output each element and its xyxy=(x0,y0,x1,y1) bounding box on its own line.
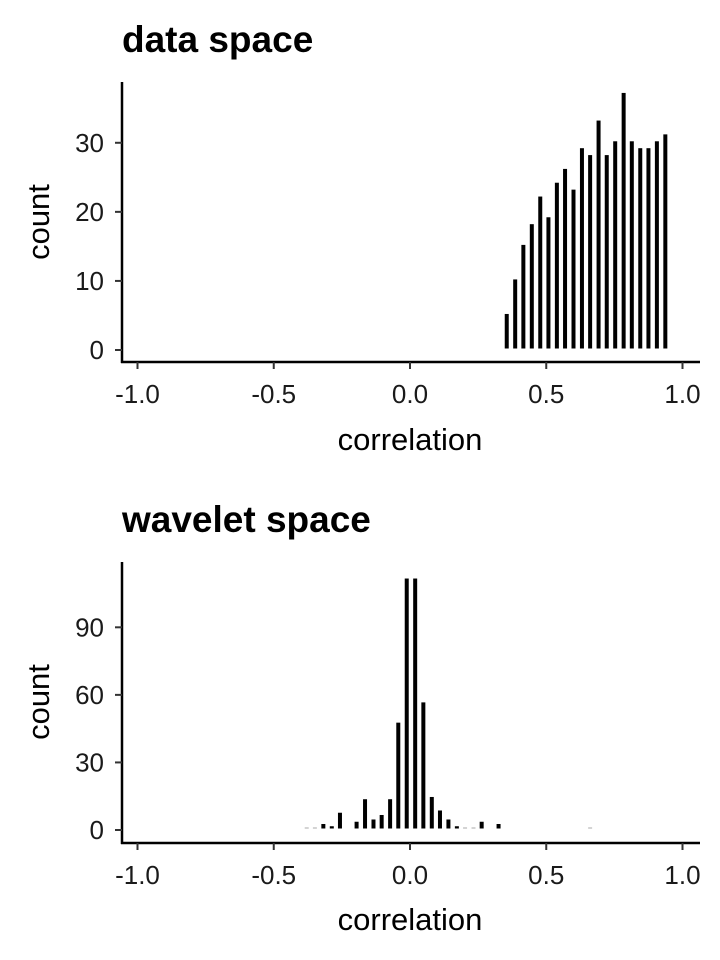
x-tick-label: 0.0 xyxy=(392,379,428,409)
histogram-bar xyxy=(613,141,618,349)
histogram-bar xyxy=(421,702,426,829)
histogram-bar xyxy=(571,189,576,349)
x-tick-label: -0.5 xyxy=(251,860,296,890)
panel-wavelet-space: wavelet space correlation count 0 30 60 90 -… xyxy=(21,499,701,937)
histogram-bar xyxy=(621,92,626,349)
histogram-bar xyxy=(479,821,484,829)
y-axis-label: count xyxy=(21,664,56,740)
histogram-bar xyxy=(321,823,326,829)
histogram-bar xyxy=(538,196,543,349)
histogram-bar xyxy=(588,827,593,829)
histogram-bar xyxy=(663,134,668,349)
histogram-bar xyxy=(513,279,518,349)
x-tick-label: 0.5 xyxy=(528,379,564,409)
histogram-bar xyxy=(554,182,559,349)
histogram-bar xyxy=(429,796,434,829)
histogram-bar xyxy=(304,827,309,829)
histogram-bar xyxy=(454,826,459,829)
histogram-bar xyxy=(654,141,659,349)
histogram-bar xyxy=(521,244,526,349)
histogram-bar xyxy=(471,827,476,829)
histogram-bar xyxy=(463,827,468,829)
histogram-bar xyxy=(446,819,451,829)
y-tick-label: 90 xyxy=(75,612,104,642)
histogram-bar xyxy=(437,810,442,829)
x-axis-label: correlation xyxy=(338,422,483,457)
histogram-bar xyxy=(588,155,593,349)
histogram-bar xyxy=(396,722,401,829)
histogram-bar xyxy=(363,799,368,829)
x-axis-label: correlation xyxy=(338,902,483,937)
histogram-bar xyxy=(379,814,384,829)
x-tick-label: -1.0 xyxy=(115,379,160,409)
histogram-bar xyxy=(563,168,568,349)
y-axis-label: count xyxy=(21,184,56,260)
x-tick-label: 1.0 xyxy=(664,860,700,890)
histogram-bar xyxy=(337,812,342,829)
panel-data-space: data space correlation count 0 10 20 30 -1.0… xyxy=(21,19,701,457)
histogram-bar xyxy=(629,141,634,349)
histogram-bar xyxy=(388,799,393,829)
histogram-bar xyxy=(579,148,584,349)
histogram-bar xyxy=(529,224,534,349)
title-wavelet-space: wavelet space xyxy=(121,499,371,540)
y-tick-label: 0 xyxy=(90,335,104,365)
y-tick-label: 10 xyxy=(75,266,104,296)
histogram-bar xyxy=(504,313,509,349)
histogram-bar xyxy=(496,823,501,829)
x-tick-label: 0.5 xyxy=(528,860,564,890)
x-tick-label: 1.0 xyxy=(664,379,700,409)
y-tick-label: 60 xyxy=(75,680,104,710)
y-tick-label: 30 xyxy=(75,747,104,777)
y-tick-label: 0 xyxy=(90,815,104,845)
y-tick-label: 30 xyxy=(75,128,104,158)
histogram-bar xyxy=(596,120,601,349)
x-tick-label: 0.0 xyxy=(392,860,428,890)
histogram-bar xyxy=(404,578,409,829)
title-data-space: data space xyxy=(122,19,313,60)
histogram-bar xyxy=(312,827,317,829)
histogram-bar xyxy=(646,148,651,349)
histogram-bar xyxy=(413,578,418,829)
histogram-bar xyxy=(329,826,334,829)
histogram-bar xyxy=(546,217,551,349)
y-tick-label: 20 xyxy=(75,197,104,227)
histogram-bar xyxy=(638,148,643,349)
histogram-bar xyxy=(371,819,376,829)
x-tick-label: -1.0 xyxy=(115,860,160,890)
histogram-bar xyxy=(604,155,609,349)
histogram-bar xyxy=(354,821,359,829)
x-tick-label: -0.5 xyxy=(251,379,296,409)
